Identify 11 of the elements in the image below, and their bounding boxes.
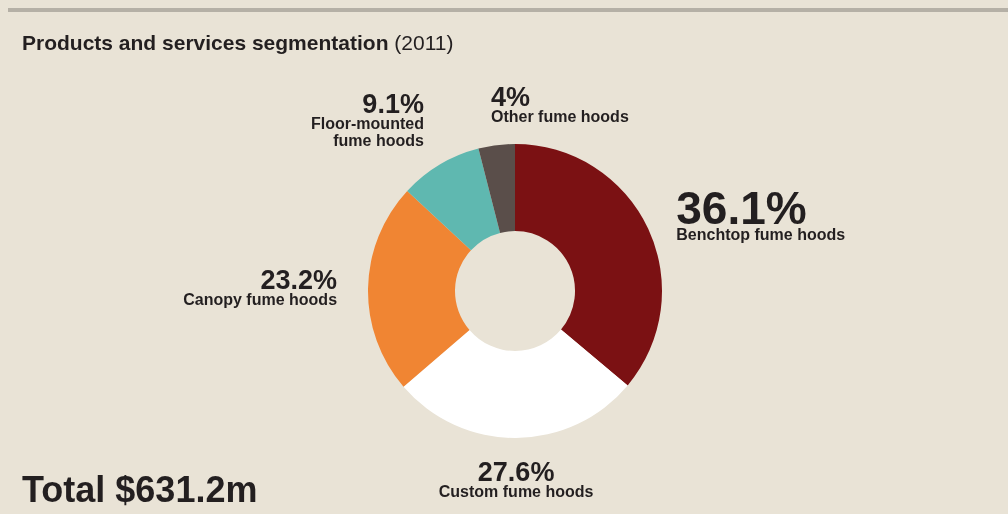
donut-slice xyxy=(403,329,628,438)
donut-slice xyxy=(478,144,515,233)
donut-slice xyxy=(515,144,662,386)
slice-label: Benchtop fume hoods xyxy=(676,226,846,244)
text: Total $631.2m xyxy=(22,469,258,510)
slice-label: Canopy fume hoods xyxy=(183,291,338,309)
donut-slice xyxy=(368,191,472,387)
donut-slice xyxy=(407,148,501,251)
slice-label: Floor-mounted fume hoods xyxy=(311,114,424,149)
chart-title: Products and services segmentation (2011) xyxy=(22,31,454,54)
slice-label: Custom fume hoods xyxy=(438,482,594,500)
